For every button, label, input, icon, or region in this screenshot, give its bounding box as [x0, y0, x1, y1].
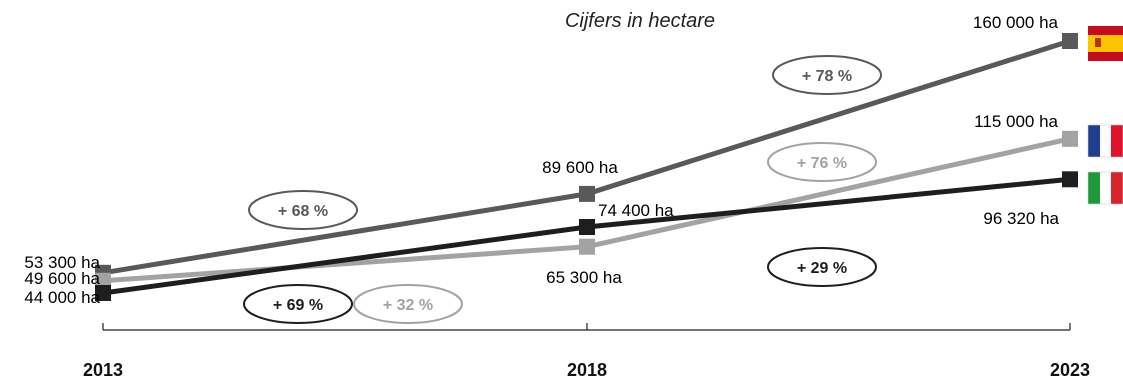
change-badge-italy-2013-2018: + 69 % — [243, 284, 353, 324]
data-point-france-2023 — [1062, 130, 1078, 147]
data-point-italy-2023 — [1062, 171, 1078, 188]
france-flag-icon — [1087, 124, 1123, 158]
value-label-spain-2018: 89 600 ha — [542, 158, 618, 177]
value-label-italy-2018: 74 400 ha — [598, 201, 674, 220]
value-label-italy-2023: 96 320 ha — [983, 209, 1059, 228]
change-label-france-1: + 32 % — [383, 297, 433, 314]
data-point-italy-2013 — [95, 285, 111, 301]
value-label-spain-2023: 160 000 ha — [973, 13, 1059, 32]
italy-flag-icon — [1087, 171, 1123, 205]
data-point-spain-2018 — [579, 185, 595, 202]
change-label-italy-1: + 69 % — [273, 297, 323, 314]
value-label-france-2023: 115 000 ha — [974, 112, 1058, 131]
change-badge-france-2018-2023: + 76 % — [767, 142, 877, 182]
data-point-france-2013 — [95, 272, 111, 289]
series-line-spain — [102, 38, 1071, 276]
change-badge-france-2013-2018: + 32 % — [353, 284, 463, 324]
x-tick-label-2013: 2013 — [83, 360, 123, 380]
value-label-france-2018: 65 300 ha — [546, 268, 622, 287]
change-label-spain-2: + 78 % — [802, 68, 852, 85]
change-badge-spain-2013-2018: + 68 % — [248, 190, 358, 230]
change-badge-italy-2018-2023: + 29 % — [767, 247, 877, 287]
change-badge-spain-2018-2023: + 78 % — [772, 55, 882, 95]
data-point-italy-2018 — [579, 219, 595, 235]
change-label-france-2: + 76 % — [797, 155, 847, 172]
data-point-spain-2023 — [1062, 33, 1078, 49]
spain-flag-icon — [1088, 26, 1123, 61]
value-label-italy-2013: 44 000 ha — [24, 288, 100, 307]
data-point-france-2018 — [579, 238, 595, 255]
value-label-france-2013: 49 600 ha — [24, 269, 100, 288]
change-label-italy-2: + 29 % — [797, 260, 847, 277]
x-tick-label-2023: 2023 — [1050, 360, 1090, 380]
chart-subtitle: Cijfers in hectare — [565, 10, 715, 32]
change-label-spain-1: + 68 % — [278, 203, 328, 220]
value-label-spain-2013: 53 300 ha — [24, 253, 100, 272]
x-tick-label-2018: 2018 — [567, 360, 607, 380]
